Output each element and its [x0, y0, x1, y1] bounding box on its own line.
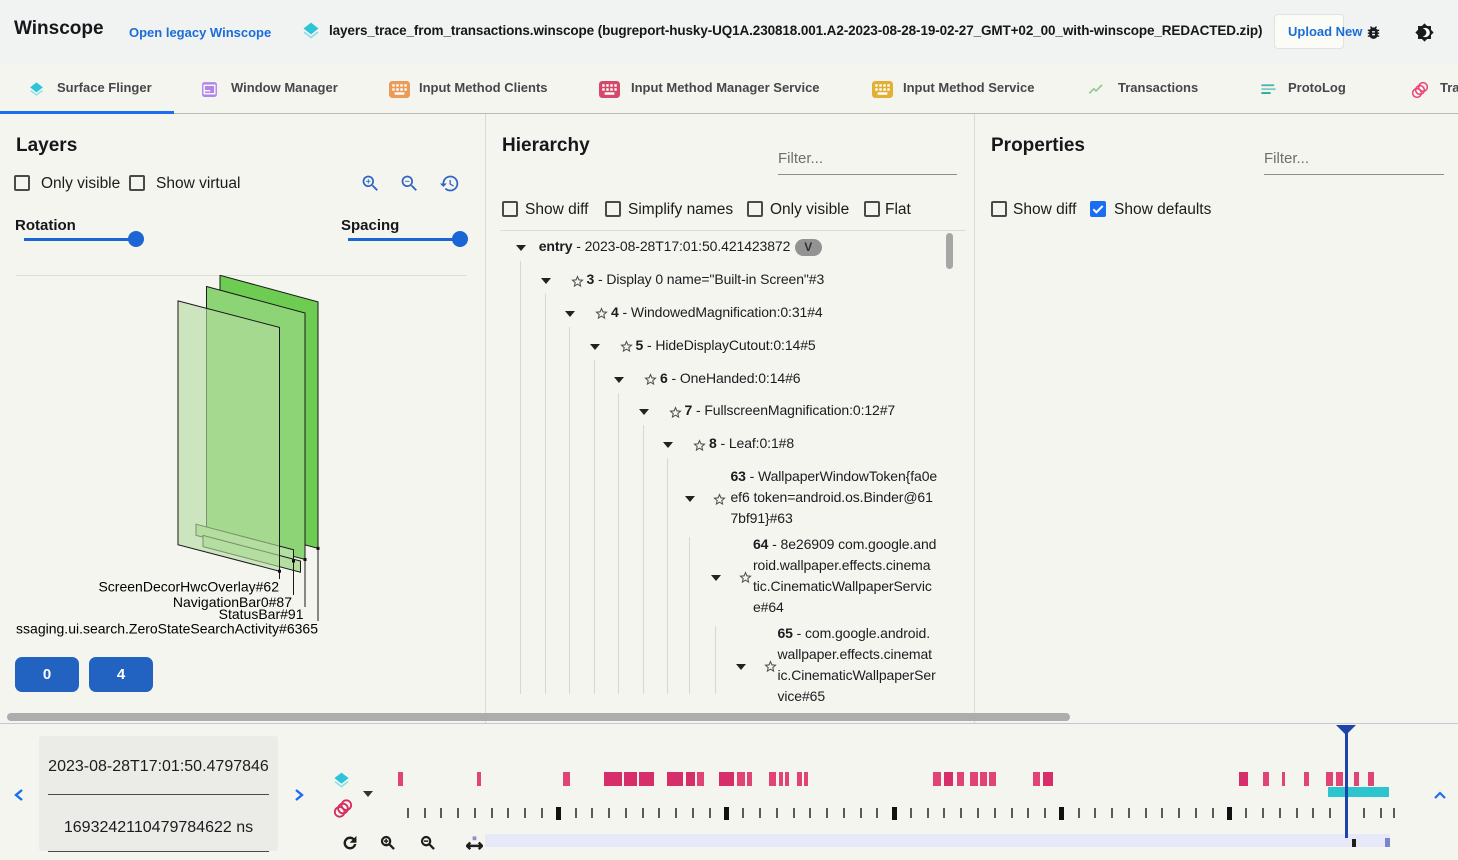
svg-text:ScreenDecorHwcOverlay#62: ScreenDecorHwcOverlay#62: [98, 579, 279, 595]
svg-text:ssaging.ui.search.ZeroStateSea: ssaging.ui.search.ZeroStateSearchActivit…: [16, 621, 318, 637]
svg-text:NavigationBar0#87: NavigationBar0#87: [173, 594, 292, 610]
svg-text:StatusBar#91: StatusBar#91: [219, 606, 304, 622]
